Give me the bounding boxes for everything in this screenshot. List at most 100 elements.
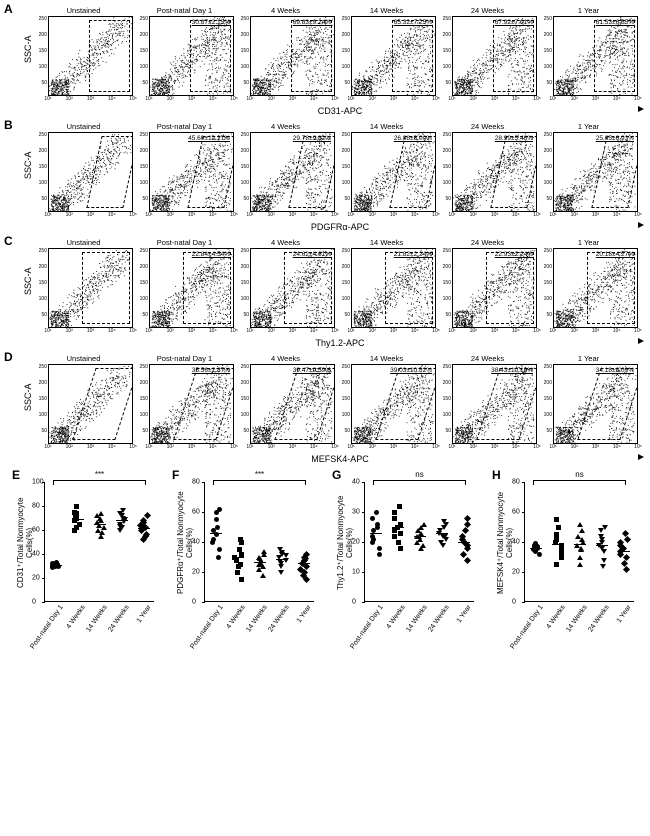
scatter-plot: 69.83±9.24% <box>250 16 335 96</box>
x-tick: 10² <box>470 444 477 450</box>
panel-label: A <box>4 2 13 16</box>
scatter-row: SSC-AUnstained5010015020025010¹10²10³10⁴… <box>0 232 650 338</box>
data-point <box>371 537 376 542</box>
gate <box>493 20 535 92</box>
x-tick: 10⁴ <box>512 96 520 102</box>
y-tick: 250 <box>140 132 148 138</box>
y-tick: 150 <box>544 48 552 54</box>
data-point <box>392 510 397 515</box>
x-tick: 10⁴ <box>310 444 318 450</box>
y-tick: 0 <box>192 599 196 606</box>
y-tick: 100 <box>39 180 47 186</box>
x-tick-label: 1 Year <box>456 604 473 624</box>
x-tick-label: Post-natal Day 1 <box>509 604 544 650</box>
x-tick: 10³ <box>289 444 296 450</box>
x-tick: 10¹ <box>246 444 253 450</box>
y-tick: 250 <box>241 16 249 22</box>
scatter-plot: 25.65±6.93% <box>553 132 638 212</box>
x-ticks: 10¹10²10³10⁴10⁵ <box>351 328 436 338</box>
y-tick: 200 <box>443 32 451 38</box>
x-ticks: 10¹10²10³10⁴10⁵ <box>48 444 133 454</box>
quant-plot: ns <box>364 482 474 602</box>
x-tick: 10² <box>268 328 275 334</box>
x-tick: 10² <box>369 96 376 102</box>
y-tick: 100 <box>544 412 552 418</box>
mean-line <box>618 551 630 552</box>
y-tick: 200 <box>241 264 249 270</box>
y-tick: 60 <box>32 527 40 534</box>
x-tick: 10² <box>167 96 174 102</box>
scatter-cell: 24 Weeks5010015020025038.43±10.18%10¹10²… <box>438 354 537 454</box>
y-tick: 100 <box>342 180 350 186</box>
x-tick: 10¹ <box>246 96 253 102</box>
x-tick: 10³ <box>188 444 195 450</box>
y-tick: 250 <box>443 364 451 370</box>
x-tick: 10³ <box>289 328 296 334</box>
y-ticks: 50100150200250 <box>438 132 452 212</box>
y-tick: 100 <box>39 296 47 302</box>
y-tick: 250 <box>39 248 47 254</box>
x-tick: 10³ <box>188 96 195 102</box>
scatter-cell: Unstained5010015020025010¹10²10³10⁴10⁵ <box>34 354 133 454</box>
y-tick: 100 <box>544 180 552 186</box>
mean-line <box>392 527 404 528</box>
y-tick: 200 <box>140 148 148 154</box>
x-tick: 10⁵ <box>634 328 642 334</box>
scatter-cell: Post-natal Day 15010015020025035.56±2.87… <box>135 354 234 454</box>
data-point <box>599 540 605 545</box>
y-tick: 20 <box>352 539 360 546</box>
scatter-row: SSC-AUnstained5010015020025010¹10²10³10⁴… <box>0 0 650 106</box>
x-tick: 10¹ <box>549 96 556 102</box>
x-tick: 10² <box>571 212 578 218</box>
scatter-plot: 29.78±9.82% <box>250 132 335 212</box>
y-tick-line <box>202 572 205 573</box>
y-tick: 200 <box>544 148 552 154</box>
y-tick-line <box>522 542 525 543</box>
y-tick: 50 <box>445 196 451 202</box>
y-tick: 40 <box>512 539 520 546</box>
y-tick-line <box>522 482 525 483</box>
sig-bar <box>53 480 146 485</box>
gate-pct: 22.93±2.24% <box>495 251 533 258</box>
y-tick: 40 <box>352 479 360 486</box>
scatter-cell: Post-natal Day 15010015020025030.87±2.15… <box>135 6 234 106</box>
scatter-plot: 45.60±12.27% <box>149 132 234 212</box>
scatter-plot <box>48 132 133 212</box>
y-tick: 150 <box>342 48 350 54</box>
sig-text: ns <box>415 470 423 479</box>
y-tick: 150 <box>342 280 350 286</box>
sig-bar <box>373 480 466 485</box>
data-point <box>277 559 283 564</box>
y-tick-line <box>362 572 365 573</box>
gate-pct: 22.84±4.54% <box>192 251 230 258</box>
y-tick: 50 <box>142 80 148 86</box>
x-tick: 10¹ <box>246 328 253 334</box>
x-tick: 10² <box>571 328 578 334</box>
panel-label: H <box>492 468 501 482</box>
mean-line <box>254 562 266 563</box>
scatter-plot: 67.92±7.01% <box>452 16 537 96</box>
y-tick: 200 <box>39 380 47 386</box>
y-tick: 100 <box>544 64 552 70</box>
x-ticks: 10¹10²10³10⁴10⁵ <box>48 96 133 106</box>
y-tick: 200 <box>241 32 249 38</box>
x-tick: 10⁴ <box>209 96 217 102</box>
x-ticks: 10¹10²10³10⁴10⁵ <box>351 212 436 222</box>
x-tick-label: 14 Weeks <box>245 604 269 633</box>
x-ticks: 10¹10²10³10⁴10⁵ <box>250 212 335 222</box>
data-point <box>559 552 564 557</box>
gate <box>392 20 434 92</box>
data-point <box>234 558 239 563</box>
y-ticks: 50100150200250 <box>539 364 553 444</box>
y-tick: 100 <box>443 180 451 186</box>
x-axis-text: CD31-APC <box>318 106 363 116</box>
x-tick: 10³ <box>491 212 498 218</box>
y-tick: 50 <box>546 80 552 86</box>
x-tick: 10³ <box>592 212 599 218</box>
data-point <box>256 562 262 567</box>
y-tick: 50 <box>142 196 148 202</box>
x-tick-labels: Post-natal Day 14 Weeks14 Weeks24 Weeks1… <box>204 602 314 658</box>
x-tick: 10³ <box>87 212 94 218</box>
y-tick: 40 <box>32 551 40 558</box>
x-axis-label: Thy1.2-APC <box>30 338 650 348</box>
